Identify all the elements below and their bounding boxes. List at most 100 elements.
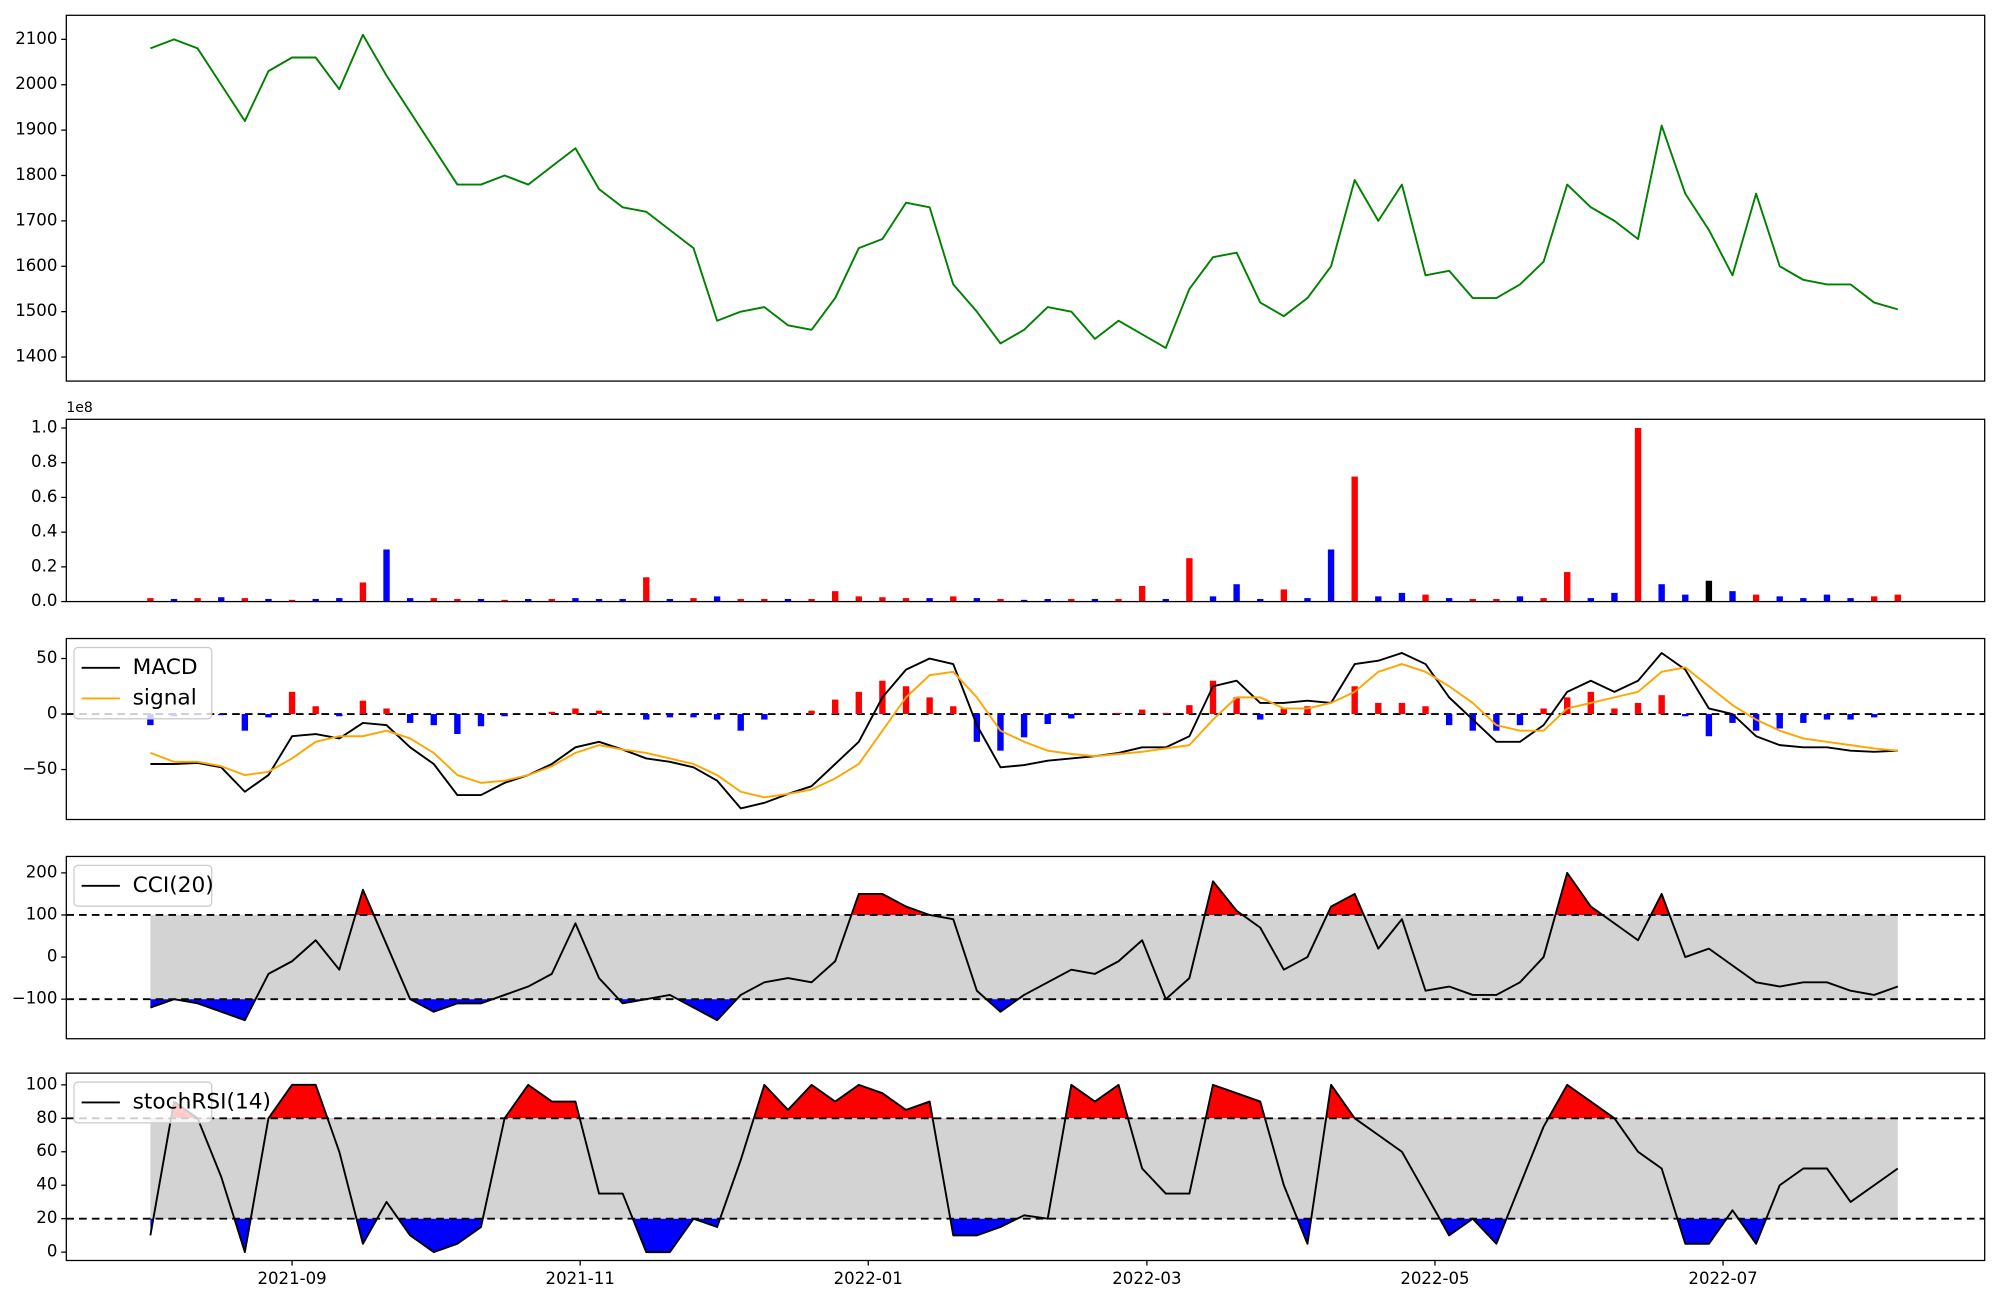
legend-label: stochRSI(14) bbox=[133, 1089, 271, 1114]
histogram-bar bbox=[1658, 695, 1665, 715]
histogram-bar bbox=[950, 706, 957, 715]
histogram-bar bbox=[808, 710, 815, 715]
lower-fill bbox=[150, 999, 1166, 1021]
volume-bar bbox=[1398, 592, 1406, 602]
y-tick-label: 0.6 bbox=[31, 487, 57, 506]
y-tick-label: 0 bbox=[47, 704, 58, 723]
histogram-bar bbox=[336, 714, 343, 717]
histogram-bar bbox=[997, 714, 1004, 751]
offset-label: 1e8 bbox=[66, 400, 92, 416]
volume-bar bbox=[997, 598, 1004, 602]
volume-bar bbox=[666, 598, 674, 602]
y-tick-label: 20 bbox=[36, 1208, 57, 1227]
histogram-bar bbox=[1375, 702, 1382, 715]
histogram-bar bbox=[973, 714, 981, 742]
histogram-bar bbox=[1398, 702, 1406, 715]
legend-label: signal bbox=[133, 685, 197, 710]
volume-bar bbox=[477, 598, 485, 602]
volume-bar bbox=[855, 596, 862, 602]
histogram-bar bbox=[666, 714, 674, 718]
histogram-bar bbox=[737, 714, 744, 731]
y-tick-label: 1800 bbox=[15, 165, 57, 184]
histogram-bar bbox=[501, 714, 508, 717]
volume-bar bbox=[572, 598, 579, 602]
series-line bbox=[150, 33, 1899, 349]
volume-bar bbox=[1894, 594, 1901, 602]
volume-bar bbox=[831, 591, 839, 602]
y-tick-label: 0 bbox=[47, 1242, 58, 1261]
volume-bar bbox=[1823, 594, 1831, 602]
histogram-bar bbox=[1233, 697, 1240, 715]
histogram-bar bbox=[1138, 709, 1146, 715]
series-line bbox=[150, 652, 1898, 810]
volume-bar bbox=[1870, 596, 1878, 602]
volume-bar bbox=[1304, 598, 1311, 602]
histogram-bar bbox=[713, 714, 721, 720]
y-tick-label: 1400 bbox=[15, 347, 57, 366]
volume-bar bbox=[1469, 598, 1476, 602]
histogram-bar bbox=[288, 691, 296, 715]
volume-bar bbox=[1705, 580, 1713, 602]
y-tick-label: 0 bbox=[47, 947, 58, 966]
y-tick-label: 1900 bbox=[15, 120, 57, 139]
histogram-bar bbox=[595, 710, 603, 715]
volume-bar bbox=[1233, 584, 1240, 602]
y-tick-label: 80 bbox=[36, 1108, 57, 1127]
neutral-band bbox=[150, 914, 1898, 1000]
volume-bar bbox=[1020, 599, 1028, 602]
histogram-bar bbox=[430, 714, 437, 726]
histogram-bar bbox=[1257, 714, 1264, 720]
legend-label: MACD bbox=[133, 655, 198, 680]
axes-frame bbox=[65, 855, 1986, 1040]
y-tick-label: 100 bbox=[26, 1074, 58, 1093]
volume-bar bbox=[241, 598, 249, 602]
histogram-bar bbox=[1705, 714, 1713, 737]
volume-bar bbox=[1752, 594, 1760, 602]
volume-bar bbox=[761, 598, 768, 602]
histogram-bar bbox=[548, 711, 556, 715]
axes-frame bbox=[65, 1072, 1986, 1262]
volume-bar bbox=[902, 598, 910, 602]
volume-bar bbox=[1611, 592, 1618, 602]
histogram-bar bbox=[643, 714, 650, 720]
histogram-bar bbox=[241, 714, 249, 731]
volume-bar bbox=[1351, 476, 1358, 602]
y-tick-label: 200 bbox=[26, 862, 58, 881]
histogram-bar bbox=[1611, 708, 1618, 715]
volume-bar bbox=[690, 598, 697, 602]
x-tick-label: 2022-01 bbox=[834, 1269, 903, 1288]
histogram-bar bbox=[926, 697, 933, 715]
volume-bar bbox=[973, 598, 981, 602]
y-tick-label: 0.8 bbox=[31, 452, 57, 471]
volume-bar bbox=[1280, 589, 1288, 602]
histogram-bar bbox=[383, 708, 390, 715]
series-line bbox=[150, 663, 1898, 799]
volume-bar bbox=[595, 598, 603, 602]
legend-box bbox=[73, 864, 213, 907]
volume-bar bbox=[194, 598, 201, 602]
volume-bar bbox=[1493, 598, 1500, 602]
histogram-bar bbox=[218, 714, 225, 716]
y-tick-label: 0.4 bbox=[31, 522, 57, 541]
volume-bar bbox=[879, 597, 886, 602]
histogram-bar bbox=[1280, 708, 1288, 715]
histogram-bar bbox=[1564, 697, 1571, 715]
volume-bar bbox=[525, 598, 532, 602]
volume-bar bbox=[1564, 572, 1571, 602]
legend-box bbox=[73, 646, 213, 720]
histogram-bar bbox=[1068, 714, 1075, 719]
volume-bar bbox=[808, 598, 815, 602]
volume-bar bbox=[950, 596, 957, 602]
histogram-bar bbox=[312, 706, 319, 715]
volume-bar bbox=[1800, 598, 1807, 602]
histogram-bar bbox=[1800, 714, 1807, 723]
histogram-bar bbox=[406, 714, 414, 723]
histogram-bar bbox=[1162, 712, 1169, 715]
histogram-bar bbox=[1445, 714, 1453, 726]
y-tick-label: 2000 bbox=[15, 74, 57, 93]
y-tick-label: 50 bbox=[36, 648, 57, 667]
axes-frame bbox=[65, 418, 1986, 603]
volume-bar bbox=[430, 598, 437, 602]
volume-bar bbox=[1682, 594, 1689, 602]
